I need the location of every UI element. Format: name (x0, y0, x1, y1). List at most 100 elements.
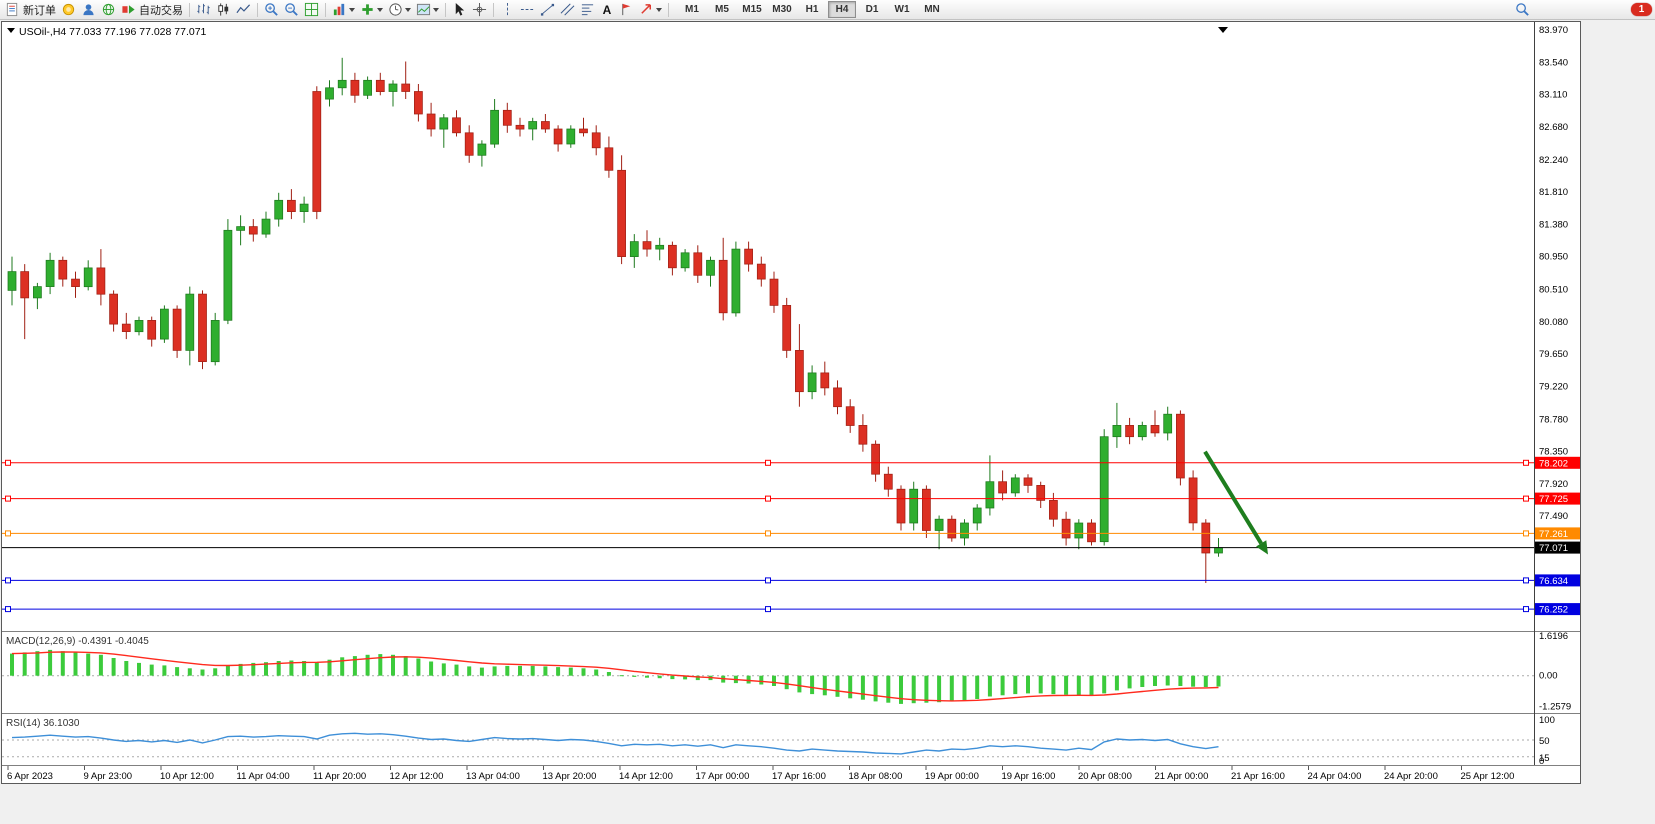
vertical-line-button[interactable] (498, 1, 517, 18)
bull-candle (909, 488, 919, 524)
bear-candle (1201, 522, 1211, 554)
label-button[interactable] (617, 1, 636, 18)
price-tag-label: 77.071 (1539, 543, 1568, 554)
period-clock-icon (389, 3, 402, 16)
horizontal-line-button[interactable] (518, 1, 537, 18)
timeframe-h1[interactable]: H1 (805, 4, 819, 15)
bear-candle (414, 91, 423, 115)
community-button[interactable] (99, 1, 118, 18)
indicators-button[interactable] (330, 1, 357, 18)
timeframe-w1[interactable]: W1 (894, 4, 910, 15)
search-button[interactable] (1513, 1, 1532, 18)
macd-bar (365, 654, 370, 676)
macd-bar (1127, 675, 1132, 689)
dropdown-caret (377, 7, 383, 12)
profile-button[interactable] (79, 1, 98, 18)
bull-candle (33, 286, 42, 299)
zoom-out-button[interactable] (282, 1, 301, 18)
line-chart-button[interactable] (234, 1, 253, 18)
cursor-button[interactable] (450, 1, 469, 18)
macd-bar (276, 661, 281, 676)
bear-candle (502, 109, 512, 126)
fibonacci-icon (581, 4, 594, 16)
trend-arrow[interactable] (1203, 450, 1268, 555)
bear-candle (668, 244, 677, 269)
template-icon (416, 3, 431, 16)
macd-bar (1064, 675, 1069, 695)
macd-bar (568, 667, 573, 676)
hline-76.634[interactable] (2, 577, 1534, 584)
zoom-in-icon (265, 3, 278, 16)
add-chart-button[interactable] (358, 1, 385, 18)
medal-button[interactable] (59, 1, 78, 18)
timeframe-m30[interactable]: M30 (772, 4, 792, 15)
notification-badge[interactable]: 1 (1631, 3, 1652, 16)
price-label: 83.110 (1539, 90, 1567, 101)
new-order-button[interactable]: 新订单 (3, 1, 58, 18)
macd-bar (924, 675, 929, 703)
time-label: 17 Apr 00:00 (696, 771, 750, 782)
arrows-button[interactable] (637, 1, 664, 18)
bear-candle (871, 443, 880, 475)
symbol-dropdown-icon[interactable] (7, 28, 15, 33)
macd-bar (937, 675, 942, 703)
chart-canvas[interactable]: 83.970 83.540 83.110 82.680 82.240 81.810 81.3… (2, 22, 1580, 783)
price-tag-78.202: 78.202 (1535, 456, 1580, 469)
macd-bar (505, 665, 510, 676)
timeframe-h4[interactable]: H4 (828, 1, 856, 18)
crosshair-button[interactable] (470, 1, 489, 18)
bull-candle (960, 522, 969, 539)
macd-bar (1000, 675, 1005, 696)
macd-bar (543, 666, 548, 676)
autotrading-button[interactable]: 自动交易 (119, 1, 185, 18)
bull-candle (299, 203, 309, 212)
bear-candle (617, 169, 626, 257)
zoom-in-button[interactable] (262, 1, 281, 18)
macd-bar (251, 662, 256, 676)
rsi-line (11, 732, 1219, 755)
bull-candle (528, 121, 538, 130)
macd-bar (1153, 675, 1157, 686)
bull-candle (1112, 425, 1122, 438)
hline-77.261[interactable] (2, 530, 1534, 537)
hline-77.725[interactable] (2, 495, 1534, 502)
timeframe-m5[interactable]: M5 (715, 4, 729, 15)
fibonacci-button[interactable] (578, 1, 597, 18)
candlestick-chart-button[interactable] (214, 1, 233, 18)
timeframe-d1[interactable]: D1 (865, 4, 879, 15)
bear-candle (947, 518, 957, 539)
dropdown-caret (349, 7, 355, 12)
channel-button[interactable] (558, 1, 577, 18)
toolbar-separator (189, 2, 190, 17)
bull-candle (731, 248, 741, 314)
bear-candle (1150, 425, 1160, 434)
hline-76.252[interactable] (2, 606, 1534, 613)
chart-window: 83.970 83.540 83.110 82.680 82.240 81.810 81.3… (1, 21, 1581, 784)
hline-78.202[interactable] (2, 459, 1534, 466)
macd-bar (124, 661, 129, 676)
toolbar-separator (445, 2, 446, 17)
trendline-button[interactable] (538, 1, 557, 18)
macd-bar (162, 665, 167, 676)
hline-marker (5, 606, 11, 613)
indicators-icon (333, 3, 345, 16)
bear-candle (1061, 518, 1071, 539)
time-label: 14 Apr 12:00 (619, 771, 673, 782)
tile-windows-button[interactable] (302, 1, 321, 18)
macd-bar (797, 675, 802, 693)
macd-scale-label: 0.00 (1539, 671, 1558, 682)
autotrading-label: 自动交易 (139, 4, 183, 17)
timeframe-mn[interactable]: MN (924, 4, 940, 15)
macd-bar (327, 659, 332, 676)
time-label: 21 Apr 16:00 (1231, 771, 1285, 782)
period-button[interactable] (386, 1, 413, 18)
timeframe-m1[interactable]: M1 (685, 4, 699, 15)
dropdown-caret (433, 7, 439, 12)
timeframe-group: M1 M5 M15 M30 H1 H4 D1 W1 MN (677, 1, 947, 18)
timeframe-m15[interactable]: M15 (742, 4, 762, 15)
text-button[interactable]: A (598, 1, 616, 18)
template-button[interactable] (414, 1, 441, 18)
bar-chart-button[interactable] (194, 1, 213, 18)
macd-bar (1114, 675, 1119, 691)
rsi-scale-label: 0 (1539, 756, 1544, 767)
